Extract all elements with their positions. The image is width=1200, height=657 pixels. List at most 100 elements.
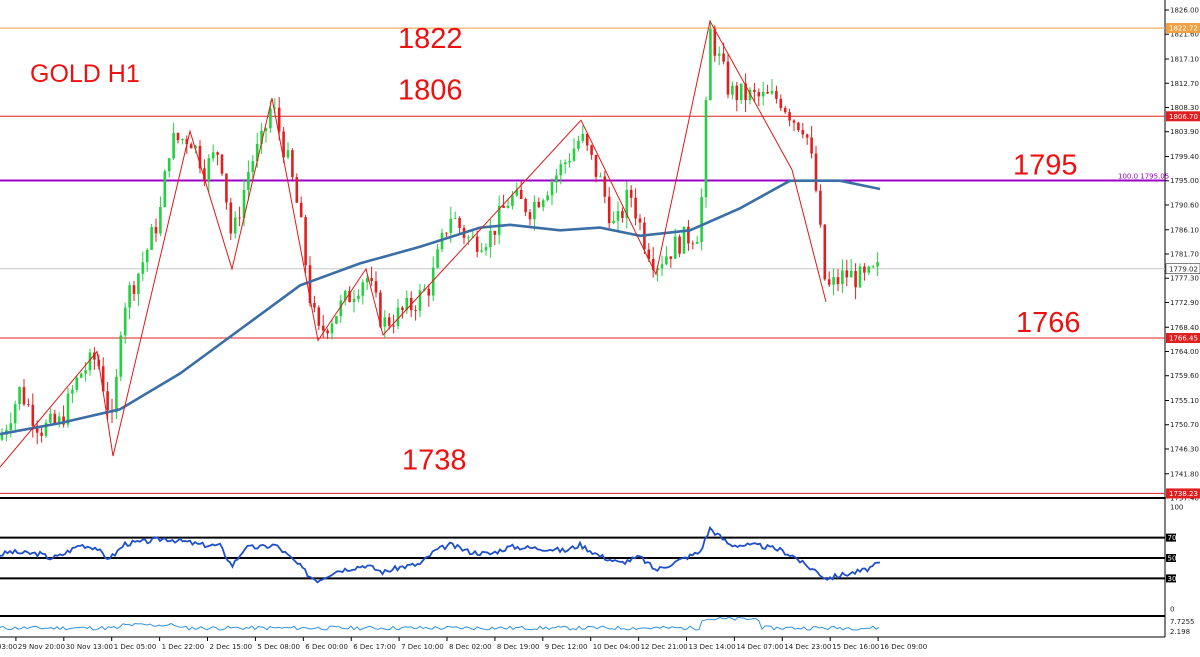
candle-body-115 xyxy=(506,205,510,208)
candle-body-173 xyxy=(761,91,765,97)
level-label-1822: 1822 xyxy=(398,23,463,55)
candle-body-157 xyxy=(691,243,695,245)
rsi-tick-label-50: 50 xyxy=(1168,555,1177,563)
candle-body-39 xyxy=(172,133,175,159)
candle-body-101 xyxy=(445,232,448,234)
candle-body-165 xyxy=(726,61,730,95)
candle-body-64 xyxy=(282,131,285,158)
candle-body-109 xyxy=(480,250,483,252)
price-tick-label-19: 1741.80 xyxy=(1170,470,1199,478)
candle-body-98 xyxy=(431,267,435,296)
sub-tick-label-0: 7.7255 xyxy=(1170,618,1195,626)
candle-body-71 xyxy=(313,303,316,308)
candle-body-88 xyxy=(387,317,391,326)
level-label-1795: 1795 xyxy=(1013,149,1078,181)
candle-body-195 xyxy=(858,266,862,288)
candle-body-129 xyxy=(568,160,571,163)
candle-body-59 xyxy=(260,130,263,144)
candle-body-28 xyxy=(123,307,127,336)
candle-body-55 xyxy=(242,189,246,219)
oscillator-pane: 100 70 50 30 0 xyxy=(0,504,1183,614)
candle-body-73 xyxy=(321,325,325,331)
level-tag-bg-1822 xyxy=(1166,23,1200,34)
candle-body-97 xyxy=(427,288,431,296)
candle-body-79 xyxy=(348,290,351,303)
candle-body-34 xyxy=(150,227,153,250)
candle-body-142 xyxy=(625,189,629,219)
rsi-tag-bg-70 xyxy=(1166,533,1176,542)
rsi-tick-label-100: 100 xyxy=(1170,504,1183,512)
candle-body-51 xyxy=(225,173,228,203)
moving-average-line xyxy=(0,179,881,436)
candle-body-48 xyxy=(211,152,215,159)
price-tick-label-4: 1808.30 xyxy=(1170,104,1199,112)
candle-body-194 xyxy=(854,270,857,288)
candle-body-9 xyxy=(40,432,43,436)
candle-body-47 xyxy=(207,158,211,181)
time-tick-label-0: 26 Nov 03:00 xyxy=(0,643,17,651)
candle-body-189 xyxy=(832,277,835,285)
level-tag-bg-1766 xyxy=(1166,332,1200,343)
level-label-1806: 1806 xyxy=(398,74,463,106)
candle-body-190 xyxy=(836,277,840,285)
price-tick-label-12: 1772.90 xyxy=(1170,299,1199,307)
candle-body-111 xyxy=(489,230,492,248)
time-tick-label-3: 1 Dec 05:00 xyxy=(114,643,157,651)
candle-body-136 xyxy=(599,176,602,178)
candle-body-58 xyxy=(255,143,259,162)
candle-body-186 xyxy=(819,190,822,225)
candle-body-178 xyxy=(783,108,787,113)
candle-body-187 xyxy=(823,224,827,280)
price-tick-label-16: 1755.10 xyxy=(1170,397,1199,405)
candle-body-196 xyxy=(863,266,866,273)
sub-tick-label-1: 2.198 xyxy=(1170,628,1190,636)
candle-body-104 xyxy=(458,218,461,228)
candle-body-108 xyxy=(475,236,479,252)
candle-body-116 xyxy=(511,195,514,206)
chart-title: GOLD H1 xyxy=(30,60,140,88)
candle-body-45 xyxy=(198,145,202,169)
candle-body-126 xyxy=(555,175,558,183)
candle-body-172 xyxy=(757,92,761,97)
level-tag-1822: 1822.72 xyxy=(1169,25,1198,33)
candle-body-3 xyxy=(13,404,17,424)
candle-body-19 xyxy=(84,370,87,374)
rsi-tag-bg-50 xyxy=(1166,554,1176,562)
time-tick-label-16: 14 Dec 07:00 xyxy=(736,643,783,651)
candle-body-42 xyxy=(185,139,189,145)
candle-body-199 xyxy=(876,262,879,267)
time-tick-label-12: 9 Dec 12:00 xyxy=(545,643,588,651)
price-tick-label-2: 1817.10 xyxy=(1170,56,1199,64)
candle-body-66 xyxy=(291,150,294,178)
candle-body-92 xyxy=(405,297,409,310)
candle-body-103 xyxy=(453,218,457,219)
time-tick-label-18: 15 Dec 16:00 xyxy=(832,643,879,651)
candle-body-168 xyxy=(739,83,743,101)
candle-body-113 xyxy=(497,205,501,235)
candle-body-72 xyxy=(317,307,321,326)
candle-body-161 xyxy=(709,29,712,101)
candle-body-20 xyxy=(88,352,92,371)
candle-body-46 xyxy=(203,168,206,181)
candle-body-56 xyxy=(247,172,250,190)
candle-body-120 xyxy=(528,212,532,220)
price-axis: 1826.00 1821.60 1817.10 1812.70 1808.30 1803.… xyxy=(1165,7,1199,503)
candle-body-94 xyxy=(414,310,417,311)
candle-body-114 xyxy=(502,205,505,208)
candle-body-133 xyxy=(585,133,589,146)
candle-body-37 xyxy=(163,171,167,207)
sub-indicator-line xyxy=(0,616,880,631)
candle-body-76 xyxy=(335,316,338,324)
candle-body-32 xyxy=(141,262,145,274)
time-tick-label-14: 12 Dec 21:00 xyxy=(641,643,688,651)
candle-body-5 xyxy=(22,387,26,405)
levels-layer xyxy=(0,27,1165,494)
candle-body-176 xyxy=(775,91,778,99)
candle-body-169 xyxy=(744,83,747,101)
candle-body-31 xyxy=(137,273,140,294)
rsi-tick-label-70: 70 xyxy=(1168,534,1177,542)
candle-body-124 xyxy=(546,195,549,201)
zigzag-line xyxy=(0,19,827,468)
candle-body-27 xyxy=(119,335,123,377)
